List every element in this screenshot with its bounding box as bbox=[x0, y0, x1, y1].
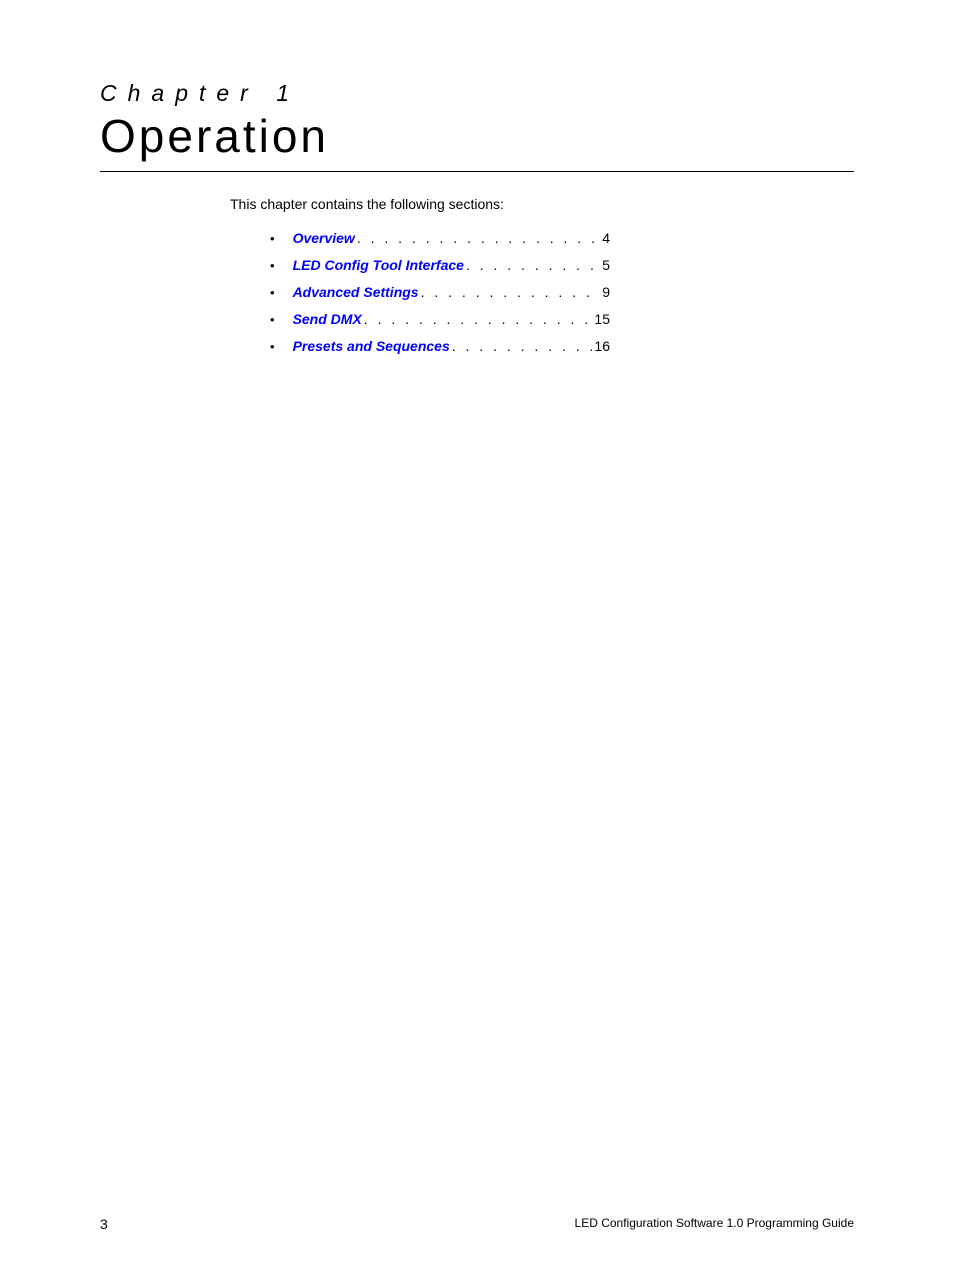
chapter-label: Chapter 1 bbox=[100, 80, 854, 107]
chapter-title: Operation bbox=[100, 109, 854, 163]
bullet-icon: • bbox=[270, 231, 275, 246]
toc-link-send-dmx[interactable]: Send DMX bbox=[293, 311, 362, 327]
content-section: This chapter contains the following sect… bbox=[230, 196, 854, 1196]
toc-link-presets[interactable]: Presets and Sequences bbox=[293, 338, 450, 354]
toc-page-number: 15 bbox=[594, 311, 610, 327]
toc-item: • Advanced Settings . . . . . . . . . . … bbox=[270, 284, 610, 300]
toc-page-number: 5 bbox=[602, 257, 610, 273]
footer: 3 LED Configuration Software 1.0 Program… bbox=[100, 1196, 854, 1232]
toc-list: • Overview . . . . . . . . . . . . . . .… bbox=[230, 230, 854, 354]
toc-link-led-config[interactable]: LED Config Tool Interface bbox=[293, 257, 464, 273]
toc-dots: . . . . . . . . . . . . . . . . . . . . … bbox=[357, 230, 600, 246]
bullet-icon: • bbox=[270, 258, 275, 273]
toc-item: • LED Config Tool Interface . . . . . . … bbox=[270, 257, 610, 273]
toc-dots: . . . . . . . . . . . . . . . . . . . . … bbox=[364, 311, 593, 327]
toc-item: • Overview . . . . . . . . . . . . . . .… bbox=[270, 230, 610, 246]
toc-item: • Presets and Sequences . . . . . . . . … bbox=[270, 338, 610, 354]
document-title: LED Configuration Software 1.0 Programmi… bbox=[575, 1216, 854, 1232]
toc-link-overview[interactable]: Overview bbox=[293, 230, 355, 246]
toc-dots: . . . . . . . . . . . . . . . . . . . . … bbox=[466, 257, 600, 273]
toc-page-number: 9 bbox=[602, 284, 610, 300]
toc-link-advanced[interactable]: Advanced Settings bbox=[293, 284, 419, 300]
toc-dots: . . . . . . . . . . . . . . . . . . . . … bbox=[452, 338, 593, 354]
header-section: Chapter 1 Operation bbox=[100, 80, 854, 172]
bullet-icon: • bbox=[270, 312, 275, 327]
bullet-icon: • bbox=[270, 285, 275, 300]
toc-page-number: 4 bbox=[602, 230, 610, 246]
toc-page-number: 16 bbox=[594, 338, 610, 354]
toc-item: • Send DMX . . . . . . . . . . . . . . .… bbox=[270, 311, 610, 327]
bullet-icon: • bbox=[270, 339, 275, 354]
intro-text: This chapter contains the following sect… bbox=[230, 196, 854, 212]
page-container: Chapter 1 Operation This chapter contain… bbox=[0, 0, 954, 1272]
toc-dots: . . . . . . . . . . . . . . . . . . . . … bbox=[421, 284, 601, 300]
page-number: 3 bbox=[100, 1216, 108, 1232]
